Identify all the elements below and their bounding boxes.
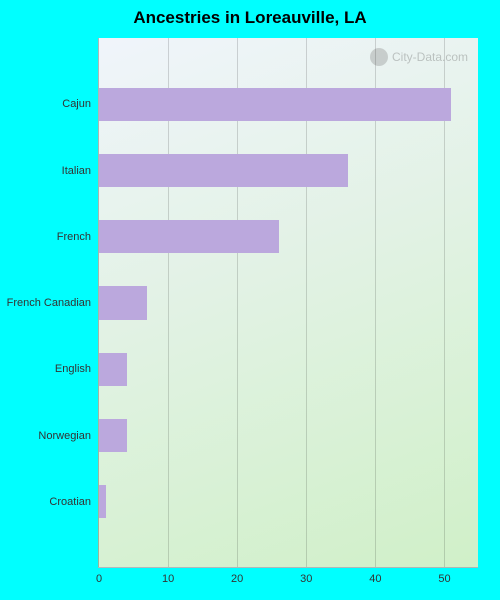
y-tick-label: English <box>55 363 91 375</box>
y-tick-label: Croatian <box>49 496 91 508</box>
watermark-text: City-Data.com <box>392 50 468 64</box>
globe-icon <box>370 48 388 66</box>
bar <box>99 485 106 518</box>
y-tick-label: Italian <box>62 165 91 177</box>
y-tick-label: Cajun <box>62 98 91 110</box>
bar <box>99 220 279 253</box>
y-tick-label: Norwegian <box>38 430 91 442</box>
y-tick-label: French Canadian <box>7 297 91 309</box>
plot-area: City-Data.com 01020304050CajunItalianFre… <box>98 38 478 568</box>
x-tick-label: 40 <box>369 573 381 585</box>
watermark: City-Data.com <box>370 48 468 66</box>
x-tick-label: 10 <box>162 573 174 585</box>
x-tick-label: 0 <box>96 573 102 585</box>
bar <box>99 154 348 187</box>
bar <box>99 88 451 121</box>
bar <box>99 419 127 452</box>
bar <box>99 353 127 386</box>
x-tick-label: 30 <box>300 573 312 585</box>
x-tick-label: 20 <box>231 573 243 585</box>
plot-container: City-Data.com 01020304050CajunItalianFre… <box>98 38 478 568</box>
x-tick-label: 50 <box>438 573 450 585</box>
bar <box>99 286 147 319</box>
chart-title: Ancestries in Loreauville, LA <box>0 0 500 28</box>
y-tick-label: French <box>57 231 91 243</box>
